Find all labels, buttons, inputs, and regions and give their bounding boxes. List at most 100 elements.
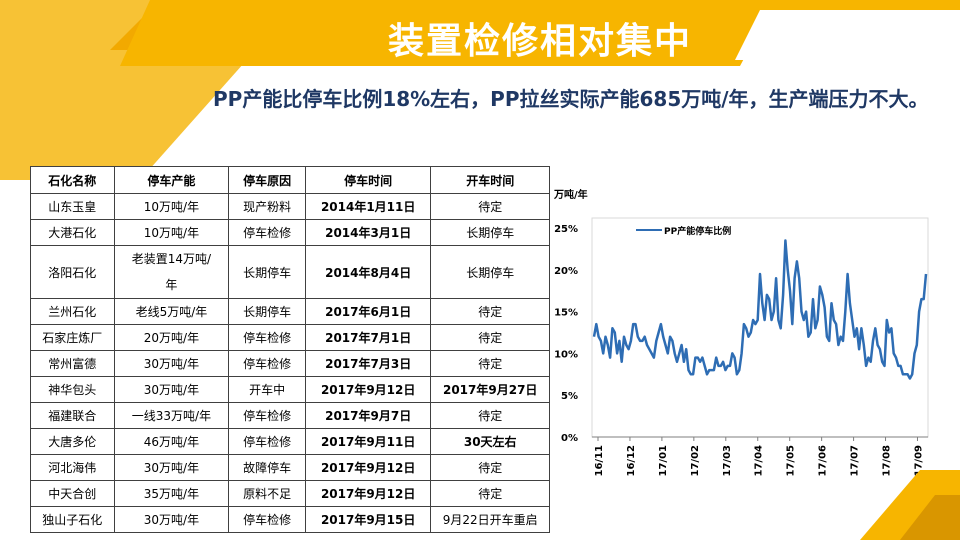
- cell-stop-date: 2017年7月3日: [304, 350, 432, 377]
- cell-capacity: 10万吨/年: [113, 219, 230, 246]
- y-tick-label: 0%: [561, 433, 578, 444]
- cell-plant-name: 大港石化: [30, 219, 115, 246]
- cell-reason: 停车检修: [228, 350, 306, 377]
- y-tick-label: 25%: [554, 224, 578, 235]
- table-row: 兰州石化 老线5万吨/年 长期停车 2017年6月1日 待定: [30, 298, 550, 325]
- header-stop-date: 停车时间: [304, 166, 432, 194]
- table-row: 常州富德 30万吨/年 停车检修 2017年7月3日 待定: [30, 350, 550, 377]
- x-tick-label: 17/06: [818, 445, 829, 477]
- cell-capacity: 老装置14万吨/年: [113, 245, 230, 299]
- cell-start-date: 长期停车: [430, 245, 550, 299]
- cell-plant-name: 山东玉皇: [30, 193, 115, 220]
- cell-start-date: 2017年9月27日: [430, 376, 550, 403]
- cell-stop-date: 2017年9月11日: [304, 428, 432, 455]
- cell-start-date: 9月22日开车重启: [430, 506, 550, 533]
- x-tick-label: 17/05: [786, 445, 797, 477]
- x-tick-label: 17/03: [722, 445, 733, 477]
- table-row: 洛阳石化 老装置14万吨/年 长期停车 2014年8月4日 长期停车: [30, 245, 550, 299]
- cell-stop-date: 2014年1月11日: [304, 193, 432, 220]
- cell-plant-name: 河北海伟: [30, 454, 115, 481]
- cell-reason: 停车检修: [228, 506, 306, 533]
- cell-stop-date: 2017年7月1日: [304, 324, 432, 351]
- cell-stop-date: 2014年8月4日: [304, 245, 432, 299]
- x-tick-label: 17/07: [850, 445, 861, 477]
- cell-start-date: 待定: [430, 480, 550, 507]
- table-row: 独山子石化 30万吨/年 停车检修 2017年9月15日 9月22日开车重启: [30, 506, 550, 533]
- cell-capacity: 一线33万吨/年: [113, 402, 230, 429]
- cell-capacity: 35万吨/年: [113, 480, 230, 507]
- cell-stop-date: 2017年6月1日: [304, 298, 432, 325]
- title-banner: [120, 0, 960, 66]
- page-subtitle: PP产能比停车比例18%左右，PP拉丝实际产能685万吨/年，生产端压力不大。: [213, 87, 929, 111]
- header-start-date: 开车时间: [430, 166, 550, 194]
- x-tick-label: 17/04: [754, 445, 765, 477]
- cell-stop-date: 2017年9月12日: [304, 376, 432, 403]
- cell-capacity: 10万吨/年: [113, 193, 230, 220]
- x-tick-label: 16/11: [594, 445, 605, 477]
- cell-capacity: 30万吨/年: [113, 506, 230, 533]
- table-row: 神华包头 30万吨/年 开车中 2017年9月12日 2017年9月27日: [30, 376, 550, 403]
- cell-plant-name: 中天合创: [30, 480, 115, 507]
- shutdown-table: 石化名称 停车产能 停车原因 停车时间 开车时间 山东玉皇 10万吨/年 现产粉…: [30, 166, 550, 533]
- cell-start-date: 待定: [430, 298, 550, 325]
- cell-capacity: 46万吨/年: [113, 428, 230, 455]
- x-tick-label: 17/02: [690, 445, 701, 477]
- y-tick-label: 10%: [554, 349, 578, 360]
- cell-reason: 故障停车: [228, 454, 306, 481]
- header-capacity: 停车产能: [113, 166, 230, 194]
- cell-reason: 停车检修: [228, 219, 306, 246]
- header-reason: 停车原因: [228, 166, 306, 194]
- x-tick-label: 16/12: [626, 445, 637, 477]
- table-row: 石家庄炼厂 20万吨/年 停车检修 2017年7月1日 待定: [30, 324, 550, 351]
- cell-capacity: 20万吨/年: [113, 324, 230, 351]
- cell-plant-name: 洛阳石化: [30, 245, 115, 299]
- header-plant-name: 石化名称: [30, 166, 115, 194]
- cell-reason: 现产粉料: [228, 193, 306, 220]
- cell-stop-date: 2017年9月7日: [304, 402, 432, 429]
- cell-plant-name: 福建联合: [30, 402, 115, 429]
- cell-plant-name: 大唐多伦: [30, 428, 115, 455]
- cell-start-date: 30天左右: [430, 428, 550, 455]
- table-header-row: 石化名称 停车产能 停车原因 停车时间 开车时间: [30, 166, 550, 194]
- x-tick-label: 17/09: [913, 445, 924, 477]
- x-tick-label: 17/08: [882, 445, 893, 477]
- cell-reason: 长期停车: [228, 298, 306, 325]
- x-tick-label: 17/01: [658, 445, 669, 477]
- cell-start-date: 待定: [430, 402, 550, 429]
- y-tick-label: 5%: [561, 391, 578, 402]
- cell-stop-date: 2017年9月15日: [304, 506, 432, 533]
- y-tick-label: 15%: [554, 308, 578, 319]
- legend-label: PP产能停车比例: [664, 225, 731, 237]
- cell-plant-name: 兰州石化: [30, 298, 115, 325]
- cell-start-date: 待定: [430, 324, 550, 351]
- cell-start-date: 待定: [430, 350, 550, 377]
- table-row: 福建联合 一线33万吨/年 停车检修 2017年9月7日 待定: [30, 402, 550, 429]
- cell-capacity: 30万吨/年: [113, 454, 230, 481]
- cell-start-date: 待定: [430, 193, 550, 220]
- cell-stop-date: 2014年3月1日: [304, 219, 432, 246]
- table-row: 中天合创 35万吨/年 原料不足 2017年9月12日 待定: [30, 480, 550, 507]
- cell-capacity: 30万吨/年: [113, 350, 230, 377]
- table-row: 山东玉皇 10万吨/年 现产粉料 2014年1月11日 待定: [30, 193, 550, 220]
- cell-capacity: 30万吨/年: [113, 376, 230, 403]
- shutdown-table-container: 石化名称 停车产能 停车原因 停车时间 开车时间 山东玉皇 10万吨/年 现产粉…: [30, 166, 550, 533]
- corner-decoration-bottom: [860, 470, 960, 540]
- y-tick-label: 20%: [554, 266, 578, 277]
- shutdown-ratio-chart: 万吨/年 0% 5% 10% 15% 20% 25% 16/11 16/12 17/01 17/02…: [553, 188, 929, 477]
- cell-reason: 停车检修: [228, 402, 306, 429]
- cell-plant-name: 石家庄炼厂: [30, 324, 115, 351]
- cell-start-date: 长期停车: [430, 219, 550, 246]
- cell-plant-name: 神华包头: [30, 376, 115, 403]
- series-line-shutdown-ratio: [592, 239, 928, 380]
- cell-reason: 开车中: [228, 376, 306, 403]
- cell-start-date: 待定: [430, 454, 550, 481]
- table-row: 大港石化 10万吨/年 停车检修 2014年3月1日 长期停车: [30, 219, 550, 246]
- cell-stop-date: 2017年9月12日: [304, 454, 432, 481]
- cell-reason: 停车检修: [228, 324, 306, 351]
- cell-plant-name: 常州富德: [30, 350, 115, 377]
- page-title: 装置检修相对集中: [387, 21, 692, 62]
- cell-reason: 原料不足: [228, 480, 306, 507]
- cell-reason: 长期停车: [228, 245, 306, 299]
- y-unit-label: 万吨/年: [553, 188, 588, 201]
- plot-area: [591, 217, 929, 438]
